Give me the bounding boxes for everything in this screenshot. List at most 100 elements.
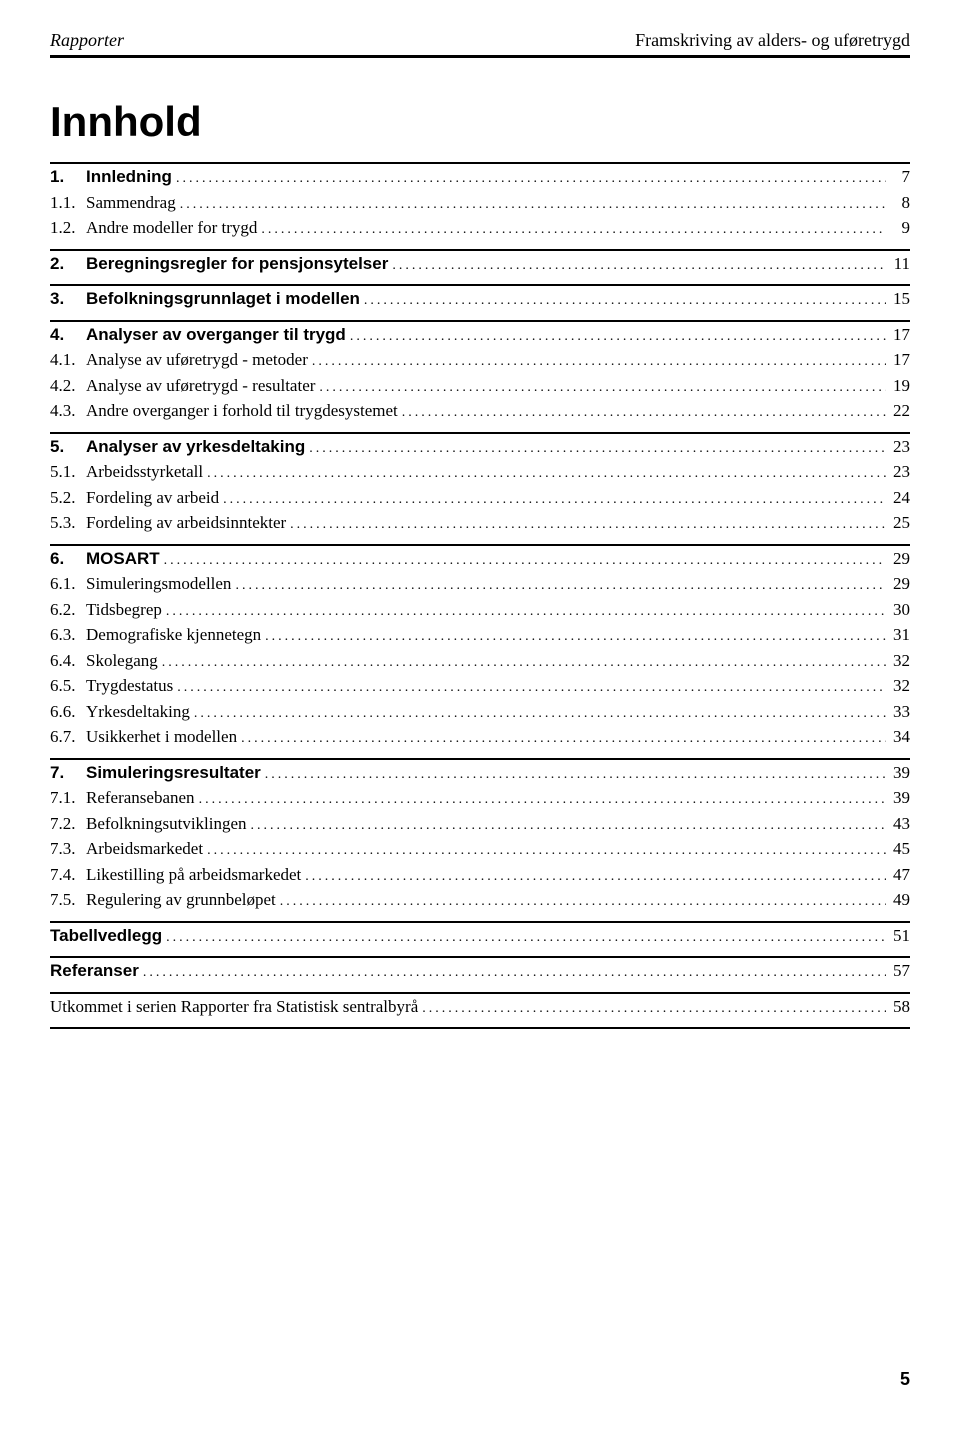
toc-dots xyxy=(203,840,886,861)
toc-entry-page: 15 xyxy=(886,286,910,312)
toc-entry-number: 7.2. xyxy=(50,811,86,837)
toc-entry-number: 5.3. xyxy=(50,510,86,536)
toc-entry-label: Analyser av yrkesdeltaking xyxy=(86,434,305,460)
toc-entry-number: 5.2. xyxy=(50,485,86,511)
toc-entry-label: Trygdestatus xyxy=(86,673,173,699)
toc-entry-number: 4.1. xyxy=(50,347,86,373)
toc-entry: 6.6.Yrkesdeltaking33 xyxy=(50,699,910,725)
toc-dots xyxy=(301,866,886,887)
toc-entry: 6.MOSART29 xyxy=(50,546,910,572)
toc-entry-page: 24 xyxy=(886,485,910,511)
toc-entry-number: 6.6. xyxy=(50,699,86,725)
toc-dots xyxy=(418,998,886,1019)
toc-entry: 5.Analyser av yrkesdeltaking 23 xyxy=(50,434,910,460)
toc-entry-number: 5.1. xyxy=(50,459,86,485)
toc-entry-label: Referanser xyxy=(50,958,139,984)
toc-entry-page: 23 xyxy=(886,434,910,460)
toc-entry-label: Fordeling av arbeidsinntekter xyxy=(86,510,286,536)
toc-entry-label: Analyser av overganger til trygd xyxy=(86,322,346,348)
header-right: Framskriving av alders- og uføretrygd xyxy=(635,30,910,51)
toc-entry-number: 7.4. xyxy=(50,862,86,888)
toc-entry: 1.1.Sammendrag 8 xyxy=(50,190,910,216)
toc-entry: 7.5.Regulering av grunnbeløpet49 xyxy=(50,887,910,913)
toc-entry: 4.1.Analyse av uføretrygd - metoder17 xyxy=(50,347,910,373)
toc-entry: 4.Analyser av overganger til trygd17 xyxy=(50,322,910,348)
toc-entry: 3.Befolkningsgrunnlaget i modellen15 xyxy=(50,286,910,312)
toc-entry: 4.2.Analyse av uføretrygd - resultater19 xyxy=(50,373,910,399)
toc-entry-number: 4.2. xyxy=(50,373,86,399)
toc-entry-label: Arbeidsstyrketall xyxy=(86,459,203,485)
toc-entry: 4.3.Andre overganger i forhold til trygd… xyxy=(50,398,910,424)
toc-section: 6.MOSART296.1.Simuleringsmodellen296.2.T… xyxy=(50,544,910,750)
toc-dots xyxy=(203,463,886,484)
toc-entry-page: 30 xyxy=(886,597,910,623)
toc-entry-number: 7.3. xyxy=(50,836,86,862)
page-title: Innhold xyxy=(50,98,910,146)
toc-entry-number: 7.1. xyxy=(50,785,86,811)
toc-entry-page: 29 xyxy=(886,571,910,597)
toc-dots xyxy=(176,194,886,215)
toc-entry-number: 6. xyxy=(50,546,86,572)
toc-entry: 1.2.Andre modeller for trygd 9 xyxy=(50,215,910,241)
toc-entry: 7.3.Arbeidsmarkedet45 xyxy=(50,836,910,862)
toc-entry-page: 43 xyxy=(886,811,910,837)
toc-entry-label: Analyse av uføretrygd - metoder xyxy=(86,347,308,373)
toc-entry-label: Innledning xyxy=(86,164,172,190)
toc-entry-page: 8 xyxy=(886,190,910,216)
toc-dots xyxy=(219,489,886,510)
toc-entry-label: Analyse av uføretrygd - resultater xyxy=(86,373,315,399)
toc-entry-page: 25 xyxy=(886,510,910,536)
toc-entry: 5.1.Arbeidsstyrketall23 xyxy=(50,459,910,485)
toc-section: 5.Analyser av yrkesdeltaking235.1.Arbeid… xyxy=(50,432,910,536)
toc-entry-number: 6.4. xyxy=(50,648,86,674)
toc-dots xyxy=(308,351,886,372)
toc-dots xyxy=(315,377,886,398)
toc-entry-number: 1.2. xyxy=(50,215,86,241)
toc-entry-label: Utkommet i serien Rapporter fra Statisti… xyxy=(50,994,418,1020)
toc-entry-number: 2. xyxy=(50,251,86,277)
page-header: Rapporter Framskriving av alders- og ufø… xyxy=(50,30,910,58)
toc-entry-page: 47 xyxy=(886,862,910,888)
toc-dots xyxy=(158,652,886,673)
toc-entry: 5.2.Fordeling av arbeid24 xyxy=(50,485,910,511)
toc-entry: 6.7.Usikkerhet i modellen34 xyxy=(50,724,910,750)
toc-dots xyxy=(388,255,886,276)
toc-entry: Referanser57 xyxy=(50,958,910,984)
toc-entry-number: 6.7. xyxy=(50,724,86,750)
toc-entry-number: 5. xyxy=(50,434,86,460)
toc-entry-number: 6.3. xyxy=(50,622,86,648)
toc-dots xyxy=(237,728,886,749)
toc-entry: 6.4.Skolegang 32 xyxy=(50,648,910,674)
toc-entry-label: Usikkerhet i modellen xyxy=(86,724,237,750)
toc-entry-page: 32 xyxy=(886,673,910,699)
toc-entry-label: Simuleringsmodellen xyxy=(86,571,231,597)
toc-section: Tabellvedlegg51 xyxy=(50,921,910,949)
toc-entry-number: 1.1. xyxy=(50,190,86,216)
toc-entry-label: MOSART xyxy=(86,546,160,572)
toc-entry-label: Sammendrag xyxy=(86,190,176,216)
header-left: Rapporter xyxy=(50,30,124,51)
toc-entry-label: Skolegang xyxy=(86,648,158,674)
toc-entry: Tabellvedlegg51 xyxy=(50,923,910,949)
toc-entry: 6.5.Trygdestatus 32 xyxy=(50,673,910,699)
toc-section: Referanser57 xyxy=(50,956,910,984)
toc-entry-number: 4.3. xyxy=(50,398,86,424)
toc-dots xyxy=(276,891,886,912)
toc-dots xyxy=(360,290,886,311)
toc-entry-page: 58 xyxy=(886,994,910,1020)
table-of-contents: 1.Innledning71.1.Sammendrag81.2.Andre mo… xyxy=(50,162,910,1029)
toc-section: 7.Simuleringsresultater397.1.Referanseba… xyxy=(50,758,910,913)
toc-entry-number: 6.5. xyxy=(50,673,86,699)
toc-entry-number: 1. xyxy=(50,164,86,190)
toc-entry-label: Beregningsregler for pensjonsytelser xyxy=(86,251,388,277)
toc-entry-label: Andre modeller for trygd xyxy=(86,215,257,241)
toc-section: Utkommet i serien Rapporter fra Statisti… xyxy=(50,992,910,1020)
toc-entry-page: 32 xyxy=(886,648,910,674)
toc-entry-page: 17 xyxy=(886,322,910,348)
toc-entry-page: 9 xyxy=(886,215,910,241)
toc-entry-label: Referansebanen xyxy=(86,785,195,811)
toc-entry-page: 39 xyxy=(886,785,910,811)
toc-dots xyxy=(231,575,886,596)
toc-section: 3.Befolkningsgrunnlaget i modellen15 xyxy=(50,284,910,312)
toc-entry: 1.Innledning7 xyxy=(50,164,910,190)
